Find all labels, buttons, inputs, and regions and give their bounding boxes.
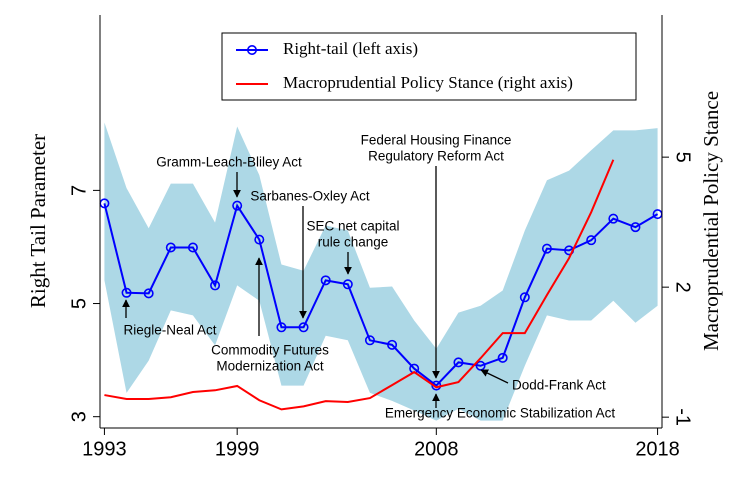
annotation: Riegle-Neal Act xyxy=(123,323,216,338)
y2-tick-label: 5 xyxy=(672,152,694,163)
x-tick-label: 1993 xyxy=(82,438,127,460)
series-marker xyxy=(320,275,331,286)
legend-label: Right-tail (left axis) xyxy=(283,39,418,58)
annotation-arrow xyxy=(480,369,509,384)
annotation: Federal Housing Finance xyxy=(361,133,512,148)
series-marker xyxy=(608,213,619,224)
legend xyxy=(221,32,637,101)
series-marker xyxy=(165,242,176,253)
y2-tick-label: 2 xyxy=(672,282,694,293)
series-marker xyxy=(453,357,464,368)
series-marker xyxy=(210,280,221,291)
x-tick-label: 2008 xyxy=(414,438,459,460)
series-marker xyxy=(364,335,375,346)
series-marker xyxy=(298,322,309,333)
annotation: Modernization Act xyxy=(216,359,324,374)
confidence-band xyxy=(104,122,658,421)
annotation: rule change xyxy=(318,235,389,250)
series-marker xyxy=(630,222,641,233)
legend-label: Macroprudential Policy Stance (right axi… xyxy=(283,73,573,92)
series-marker xyxy=(187,242,198,253)
annotation: Emergency Economic Stabilization Act xyxy=(385,406,616,421)
series-marker xyxy=(497,352,508,363)
y-tick-label: 7 xyxy=(68,185,90,196)
series-marker xyxy=(387,339,398,350)
series-marker xyxy=(121,287,132,298)
series-marker xyxy=(232,200,243,211)
series-marker xyxy=(541,243,552,254)
series-line xyxy=(104,159,615,411)
y-tick-label: 5 xyxy=(68,298,90,309)
series-marker xyxy=(519,292,530,303)
series-marker xyxy=(342,279,353,290)
series-marker xyxy=(586,235,597,246)
y-axis-label: Right Tail Parameter xyxy=(26,134,50,308)
annotation: Sarbanes-Oxley Act xyxy=(250,189,370,204)
y-tick-label: 3 xyxy=(68,411,90,422)
annotation: Regulatory Reform Act xyxy=(368,149,504,164)
series-marker xyxy=(143,288,154,299)
y2-axis-label: Macroprudential Policy Stance xyxy=(699,91,723,351)
x-tick-label: 1999 xyxy=(215,438,260,460)
annotation: Dodd-Frank Act xyxy=(512,378,606,393)
x-tick-label: 2018 xyxy=(635,438,680,460)
y2-tick-label: -1 xyxy=(672,408,694,426)
annotation: Gramm-Leach-Bliley Act xyxy=(156,155,302,170)
legend-marker xyxy=(247,44,258,55)
series-marker xyxy=(276,322,287,333)
series-marker xyxy=(254,234,265,245)
annotation: Commodity Futures xyxy=(211,343,329,358)
annotation: SEC net capital xyxy=(306,219,399,234)
